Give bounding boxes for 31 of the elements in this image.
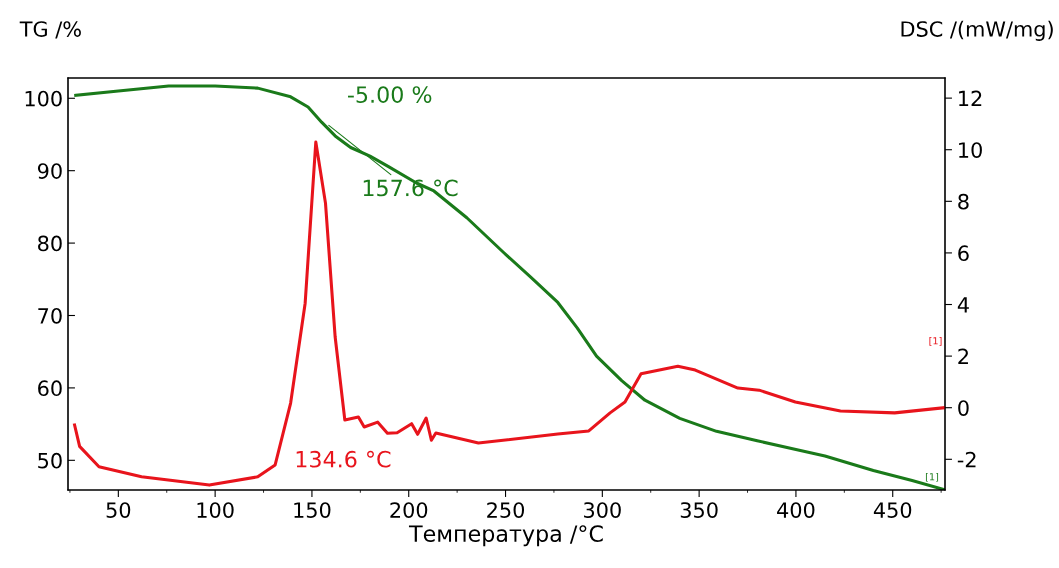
x-tick-label: 350: [680, 502, 718, 518]
y-axis-title: TG /%: [19, 21, 81, 39]
x-tick-label: 450: [873, 502, 912, 518]
y2-tick-label: 10: [959, 142, 982, 158]
x-axis-title: Температура /°C: [408, 525, 603, 547]
x-tick-label: 200: [390, 502, 428, 518]
y2-axis-title: DSC /(mW/mg): [901, 20, 1053, 41]
y-tick-label: 100: [25, 90, 62, 107]
annotation: [1]: [929, 336, 942, 346]
y-tick-label: 90: [37, 163, 62, 179]
annotation: 157.6 °C: [363, 179, 458, 197]
y-tick-label: 50: [38, 452, 62, 469]
y2-tick-label: 8: [958, 193, 969, 210]
annotation: -5.00 %: [347, 86, 432, 103]
y-tick-label: 80: [38, 235, 62, 252]
x-tick-label: 50: [106, 502, 131, 518]
x-tick-label: 150: [294, 502, 331, 518]
y-tick-label: 60: [38, 380, 62, 397]
y2-tick-label: -2: [957, 451, 976, 468]
y2-tick-label: 12: [959, 90, 982, 107]
y2-tick-label: 0: [958, 400, 969, 416]
annotation: 134.6 °C: [296, 450, 391, 468]
y-tick-label: 70: [38, 307, 62, 324]
x-tick-label: 250: [487, 502, 525, 518]
y2-tick-label: 6: [958, 245, 969, 262]
y2-tick-label: 2: [958, 348, 968, 365]
x-tick-label: 100: [197, 502, 234, 518]
x-tick-label: 300: [584, 502, 621, 518]
x-tick-label: 400: [777, 502, 815, 518]
annotation: [1]: [925, 472, 939, 482]
y2-tick-label: 4: [957, 297, 969, 313]
